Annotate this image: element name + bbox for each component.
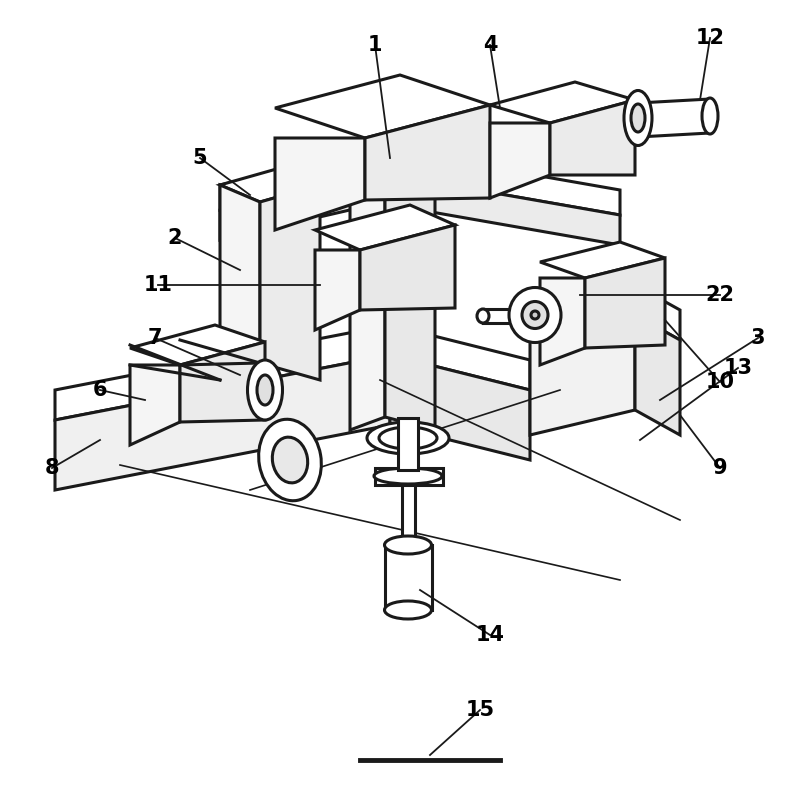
Polygon shape xyxy=(390,355,530,460)
Ellipse shape xyxy=(258,419,322,501)
Polygon shape xyxy=(483,309,535,323)
Text: 10: 10 xyxy=(706,372,734,392)
Polygon shape xyxy=(130,325,265,365)
Polygon shape xyxy=(385,545,432,610)
Polygon shape xyxy=(220,173,380,240)
Text: 5: 5 xyxy=(193,148,207,168)
Text: 7: 7 xyxy=(148,328,162,348)
Polygon shape xyxy=(530,315,635,435)
Polygon shape xyxy=(350,168,385,430)
Polygon shape xyxy=(55,355,390,490)
Text: 1: 1 xyxy=(368,35,382,55)
Polygon shape xyxy=(540,242,665,278)
Text: 13: 13 xyxy=(723,358,753,378)
Polygon shape xyxy=(530,285,680,340)
Text: 11: 11 xyxy=(143,275,173,295)
Ellipse shape xyxy=(531,311,539,319)
Polygon shape xyxy=(360,225,455,310)
Ellipse shape xyxy=(477,309,489,323)
Polygon shape xyxy=(365,105,490,200)
Text: 2: 2 xyxy=(168,228,182,248)
Ellipse shape xyxy=(522,301,548,329)
Polygon shape xyxy=(490,82,635,123)
Polygon shape xyxy=(315,205,455,250)
Text: 8: 8 xyxy=(45,458,59,478)
Polygon shape xyxy=(315,250,360,330)
Ellipse shape xyxy=(385,601,431,619)
Polygon shape xyxy=(130,365,180,445)
Text: 3: 3 xyxy=(750,328,766,348)
Text: 6: 6 xyxy=(93,380,107,400)
Text: 22: 22 xyxy=(706,285,734,305)
Polygon shape xyxy=(638,99,710,137)
Polygon shape xyxy=(55,325,530,420)
Polygon shape xyxy=(385,168,435,430)
Text: 9: 9 xyxy=(713,458,727,478)
Ellipse shape xyxy=(385,536,431,554)
Text: 14: 14 xyxy=(475,625,505,645)
Polygon shape xyxy=(635,315,680,435)
Polygon shape xyxy=(275,75,490,138)
Polygon shape xyxy=(275,138,365,230)
Polygon shape xyxy=(260,185,320,380)
Text: 4: 4 xyxy=(482,35,498,55)
Ellipse shape xyxy=(702,98,718,134)
Polygon shape xyxy=(220,168,320,202)
Polygon shape xyxy=(585,258,665,348)
Ellipse shape xyxy=(624,90,652,145)
Polygon shape xyxy=(402,485,415,545)
Ellipse shape xyxy=(379,427,437,449)
Polygon shape xyxy=(398,418,418,470)
Polygon shape xyxy=(375,468,443,485)
Ellipse shape xyxy=(367,422,449,454)
Ellipse shape xyxy=(374,468,442,484)
Text: 15: 15 xyxy=(466,700,494,720)
Text: 12: 12 xyxy=(695,28,725,48)
Polygon shape xyxy=(550,100,635,175)
Polygon shape xyxy=(350,155,435,181)
Polygon shape xyxy=(380,173,620,245)
Polygon shape xyxy=(220,185,260,380)
Ellipse shape xyxy=(631,104,645,132)
Ellipse shape xyxy=(247,360,282,420)
Polygon shape xyxy=(180,342,265,422)
Ellipse shape xyxy=(509,288,561,343)
Polygon shape xyxy=(540,278,585,365)
Ellipse shape xyxy=(257,375,273,405)
Polygon shape xyxy=(220,148,620,215)
Polygon shape xyxy=(490,123,550,198)
Ellipse shape xyxy=(272,437,308,483)
